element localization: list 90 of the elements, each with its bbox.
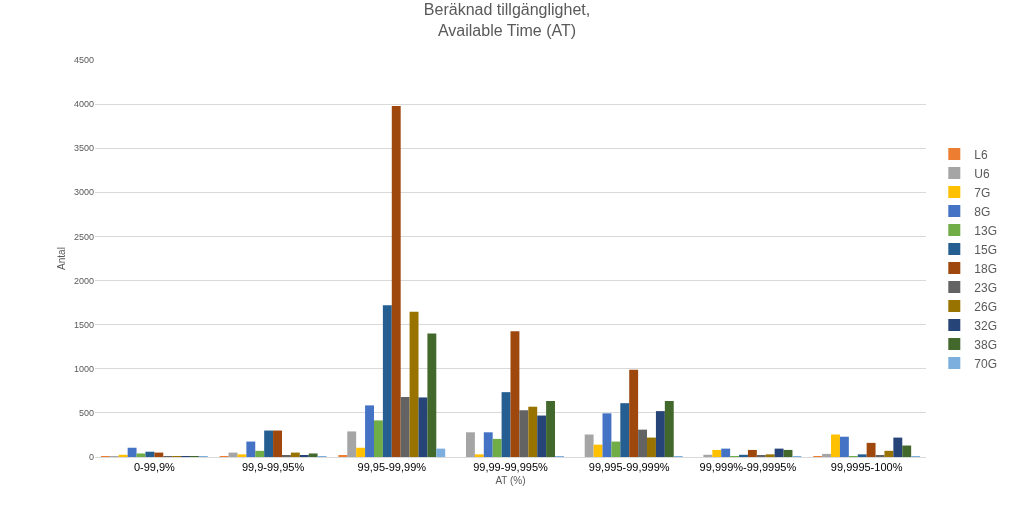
y-tick-label: 3000 xyxy=(73,187,94,198)
legend-label: 70G xyxy=(974,356,997,371)
x-tick-label: 99,95-99,99% xyxy=(357,461,427,474)
x-tick-label: 99,999%-99,9995% xyxy=(699,461,797,474)
legend-label: 8G xyxy=(974,204,991,219)
bar xyxy=(611,441,621,457)
bar xyxy=(602,413,612,457)
legend-label: 7G xyxy=(974,185,991,200)
bar xyxy=(774,448,784,457)
bar xyxy=(839,436,849,457)
bar xyxy=(765,454,775,457)
bar xyxy=(893,437,903,457)
y-tick-label: 1000 xyxy=(73,363,94,374)
y-tick-label: 500 xyxy=(78,408,94,419)
x-tick-label: 99,9-99,95% xyxy=(241,461,305,474)
bar xyxy=(655,411,665,457)
x-axis-title: AT (%) xyxy=(495,474,526,486)
legend-label: 26G xyxy=(974,299,997,314)
bar xyxy=(436,448,446,457)
bar xyxy=(546,400,556,457)
x-tick-label: 99,995-99,999% xyxy=(588,461,670,474)
bar xyxy=(747,449,757,457)
bar xyxy=(264,430,274,457)
y-axis-title: Antal xyxy=(56,247,67,270)
bar xyxy=(537,415,547,457)
bar xyxy=(629,369,639,457)
bar xyxy=(465,432,475,457)
bar xyxy=(647,437,656,457)
bar xyxy=(237,454,247,457)
bar xyxy=(831,434,840,457)
bar xyxy=(382,305,392,457)
bar xyxy=(347,431,357,457)
y-tick-label: 3500 xyxy=(73,143,94,154)
bar xyxy=(584,434,594,457)
bar xyxy=(400,397,410,457)
legend-label: U6 xyxy=(974,166,990,181)
bar xyxy=(427,333,437,457)
bar xyxy=(290,452,300,457)
x-tick-label: 0-99,9% xyxy=(133,461,176,474)
bar xyxy=(273,430,282,457)
bar xyxy=(145,451,155,457)
legend-label: 38G xyxy=(974,337,997,352)
bar xyxy=(866,442,876,457)
y-tick-label: 2000 xyxy=(73,275,94,286)
y-tick-label: 4500 xyxy=(73,55,94,66)
bar xyxy=(418,397,428,457)
bar xyxy=(255,450,265,457)
bar xyxy=(409,311,419,457)
bar xyxy=(356,447,366,457)
bar xyxy=(136,453,146,457)
chart-title: Beräknad tillgänglighet, Available Time (AT) xyxy=(423,1,591,40)
legend-label: 23G xyxy=(974,280,997,295)
bar xyxy=(638,429,648,457)
bar xyxy=(510,331,520,457)
bar xyxy=(365,405,374,457)
bar xyxy=(483,432,493,457)
bar xyxy=(501,392,511,457)
bar xyxy=(620,403,630,457)
bar xyxy=(664,400,674,457)
bar xyxy=(902,445,912,457)
bar xyxy=(492,438,502,457)
x-tick-label: 99,9995-100% xyxy=(830,461,903,474)
legend-label: L6 xyxy=(974,147,988,162)
bar xyxy=(593,444,603,457)
bar xyxy=(884,450,894,457)
bar xyxy=(822,453,832,457)
bar xyxy=(391,105,401,457)
bar xyxy=(528,406,538,457)
bar xyxy=(712,449,722,457)
bar xyxy=(154,452,164,457)
bar xyxy=(246,441,256,457)
bar xyxy=(857,454,867,457)
bar xyxy=(721,448,731,457)
y-tick-label: 2500 xyxy=(73,231,94,242)
y-tick-label: 0 xyxy=(88,452,94,463)
legend-label: 15G xyxy=(974,242,997,257)
bar xyxy=(703,454,713,457)
bar xyxy=(308,453,318,457)
bar xyxy=(739,454,748,457)
bar xyxy=(474,454,484,457)
bar xyxy=(118,454,128,457)
legend-label: 13G xyxy=(974,223,997,238)
y-tick-label: 1500 xyxy=(73,319,94,330)
legend-label: 18G xyxy=(974,261,997,276)
bar xyxy=(373,420,383,457)
bar xyxy=(127,447,137,457)
bar xyxy=(519,410,529,457)
y-tick-label: 4000 xyxy=(73,99,94,110)
x-tick-label: 99,99-99,995% xyxy=(473,461,549,474)
legend-label: 32G xyxy=(974,318,997,333)
